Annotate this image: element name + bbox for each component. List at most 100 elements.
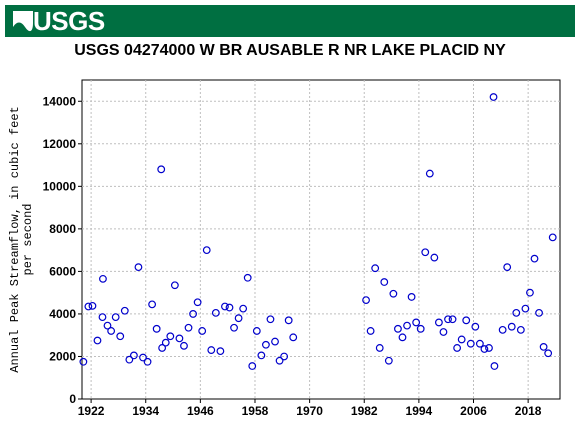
data-point xyxy=(216,347,225,356)
data-point xyxy=(175,334,184,343)
data-point xyxy=(548,233,557,242)
data-point xyxy=(280,352,289,361)
data-point xyxy=(416,324,425,333)
data-point xyxy=(289,333,298,342)
data-point xyxy=(375,344,384,352)
data-point xyxy=(539,342,548,351)
data-point xyxy=(480,345,489,353)
data-point xyxy=(116,332,125,341)
y-tick-label: 8000 xyxy=(49,222,76,236)
data-point xyxy=(435,318,443,327)
data-point xyxy=(439,328,448,336)
data-point xyxy=(530,254,539,263)
data-point xyxy=(412,318,421,327)
data-point xyxy=(503,263,512,272)
data-point xyxy=(143,357,152,366)
data-point xyxy=(93,336,102,345)
data-point xyxy=(430,253,439,262)
y-axis-label-line: per second xyxy=(21,203,35,275)
data-point xyxy=(366,327,375,335)
data-point xyxy=(248,362,257,370)
data-point xyxy=(193,298,202,307)
grid-lines xyxy=(82,80,560,399)
data-point xyxy=(284,316,293,325)
data-point xyxy=(180,341,188,350)
x-tick-label: 1946 xyxy=(187,404,214,418)
x-tick-label: 1958 xyxy=(242,404,269,418)
data-point xyxy=(111,313,120,322)
x-tick-label: 1982 xyxy=(351,404,378,418)
data-point xyxy=(489,93,498,101)
y-tick-label: 6000 xyxy=(49,264,76,278)
data-point xyxy=(444,315,452,324)
data-point xyxy=(262,340,270,349)
data-point xyxy=(148,300,157,309)
data-point xyxy=(362,296,370,305)
x-tick-label: 1970 xyxy=(296,404,323,418)
data-point xyxy=(535,308,543,317)
data-point xyxy=(98,313,107,322)
data-point xyxy=(266,315,275,324)
data-point xyxy=(498,325,507,334)
plot-area xyxy=(81,79,561,400)
data-point xyxy=(234,314,243,323)
data-point xyxy=(466,339,475,348)
data-points xyxy=(79,93,557,370)
data-point xyxy=(252,327,261,335)
y-tick-label: 10000 xyxy=(43,179,77,193)
data-point xyxy=(490,362,499,370)
data-point xyxy=(257,351,266,360)
data-point xyxy=(152,324,161,333)
data-point xyxy=(516,325,525,334)
data-point xyxy=(129,351,138,360)
data-point xyxy=(521,304,530,313)
data-point xyxy=(398,333,407,342)
data-point xyxy=(221,302,229,311)
y-axis-label-line: Annual Peak Streamflow, in cubic feet xyxy=(8,106,22,372)
x-tick-label: 1922 xyxy=(78,404,105,418)
y-axis-label: Annual Peak Streamflow, in cubic feet per… xyxy=(8,106,35,372)
data-point xyxy=(448,315,457,324)
data-point xyxy=(79,357,88,366)
data-point xyxy=(125,355,134,364)
usgs-header-bar: USGS xyxy=(5,5,575,37)
data-point xyxy=(544,349,553,358)
x-axis-ticks: 1922 1934 1946 1958 1970 1982 1994 2006 2018 xyxy=(78,399,542,418)
data-point xyxy=(453,344,462,352)
x-tick-label: 1994 xyxy=(406,404,433,418)
x-tick-label: 2006 xyxy=(460,404,487,418)
x-tick-label: 2018 xyxy=(515,404,542,418)
data-point xyxy=(457,335,466,344)
data-point xyxy=(275,356,284,365)
y-axis-ticks: 0 2000 4000 6000 8000 10000 12000 14000 xyxy=(43,94,82,406)
data-point xyxy=(120,306,129,315)
data-point xyxy=(389,289,398,298)
data-point xyxy=(184,323,193,332)
data-point xyxy=(107,327,116,335)
data-point xyxy=(380,278,389,286)
y-tick-label: 14000 xyxy=(43,94,77,108)
data-point xyxy=(243,273,252,282)
usgs-wave-icon xyxy=(12,11,33,32)
data-point xyxy=(271,337,279,346)
data-point xyxy=(407,293,416,301)
usgs-logo[interactable]: USGS xyxy=(33,6,105,36)
data-point xyxy=(88,301,97,310)
data-point xyxy=(512,308,521,317)
data-point xyxy=(230,323,238,332)
data-point xyxy=(166,332,175,341)
data-point xyxy=(211,308,220,317)
data-point xyxy=(134,263,143,272)
chart-title: USGS 04274000 W BR AUSABLE R NR LAKE PLA… xyxy=(74,42,506,59)
data-point xyxy=(394,324,402,333)
data-point xyxy=(207,346,216,354)
data-point xyxy=(84,302,93,311)
data-point xyxy=(403,321,411,330)
data-point xyxy=(158,344,167,352)
data-point xyxy=(425,169,434,178)
data-point xyxy=(103,321,112,330)
data-point xyxy=(462,316,471,325)
data-point xyxy=(198,327,207,335)
data-point xyxy=(371,264,380,273)
data-point xyxy=(384,356,393,365)
